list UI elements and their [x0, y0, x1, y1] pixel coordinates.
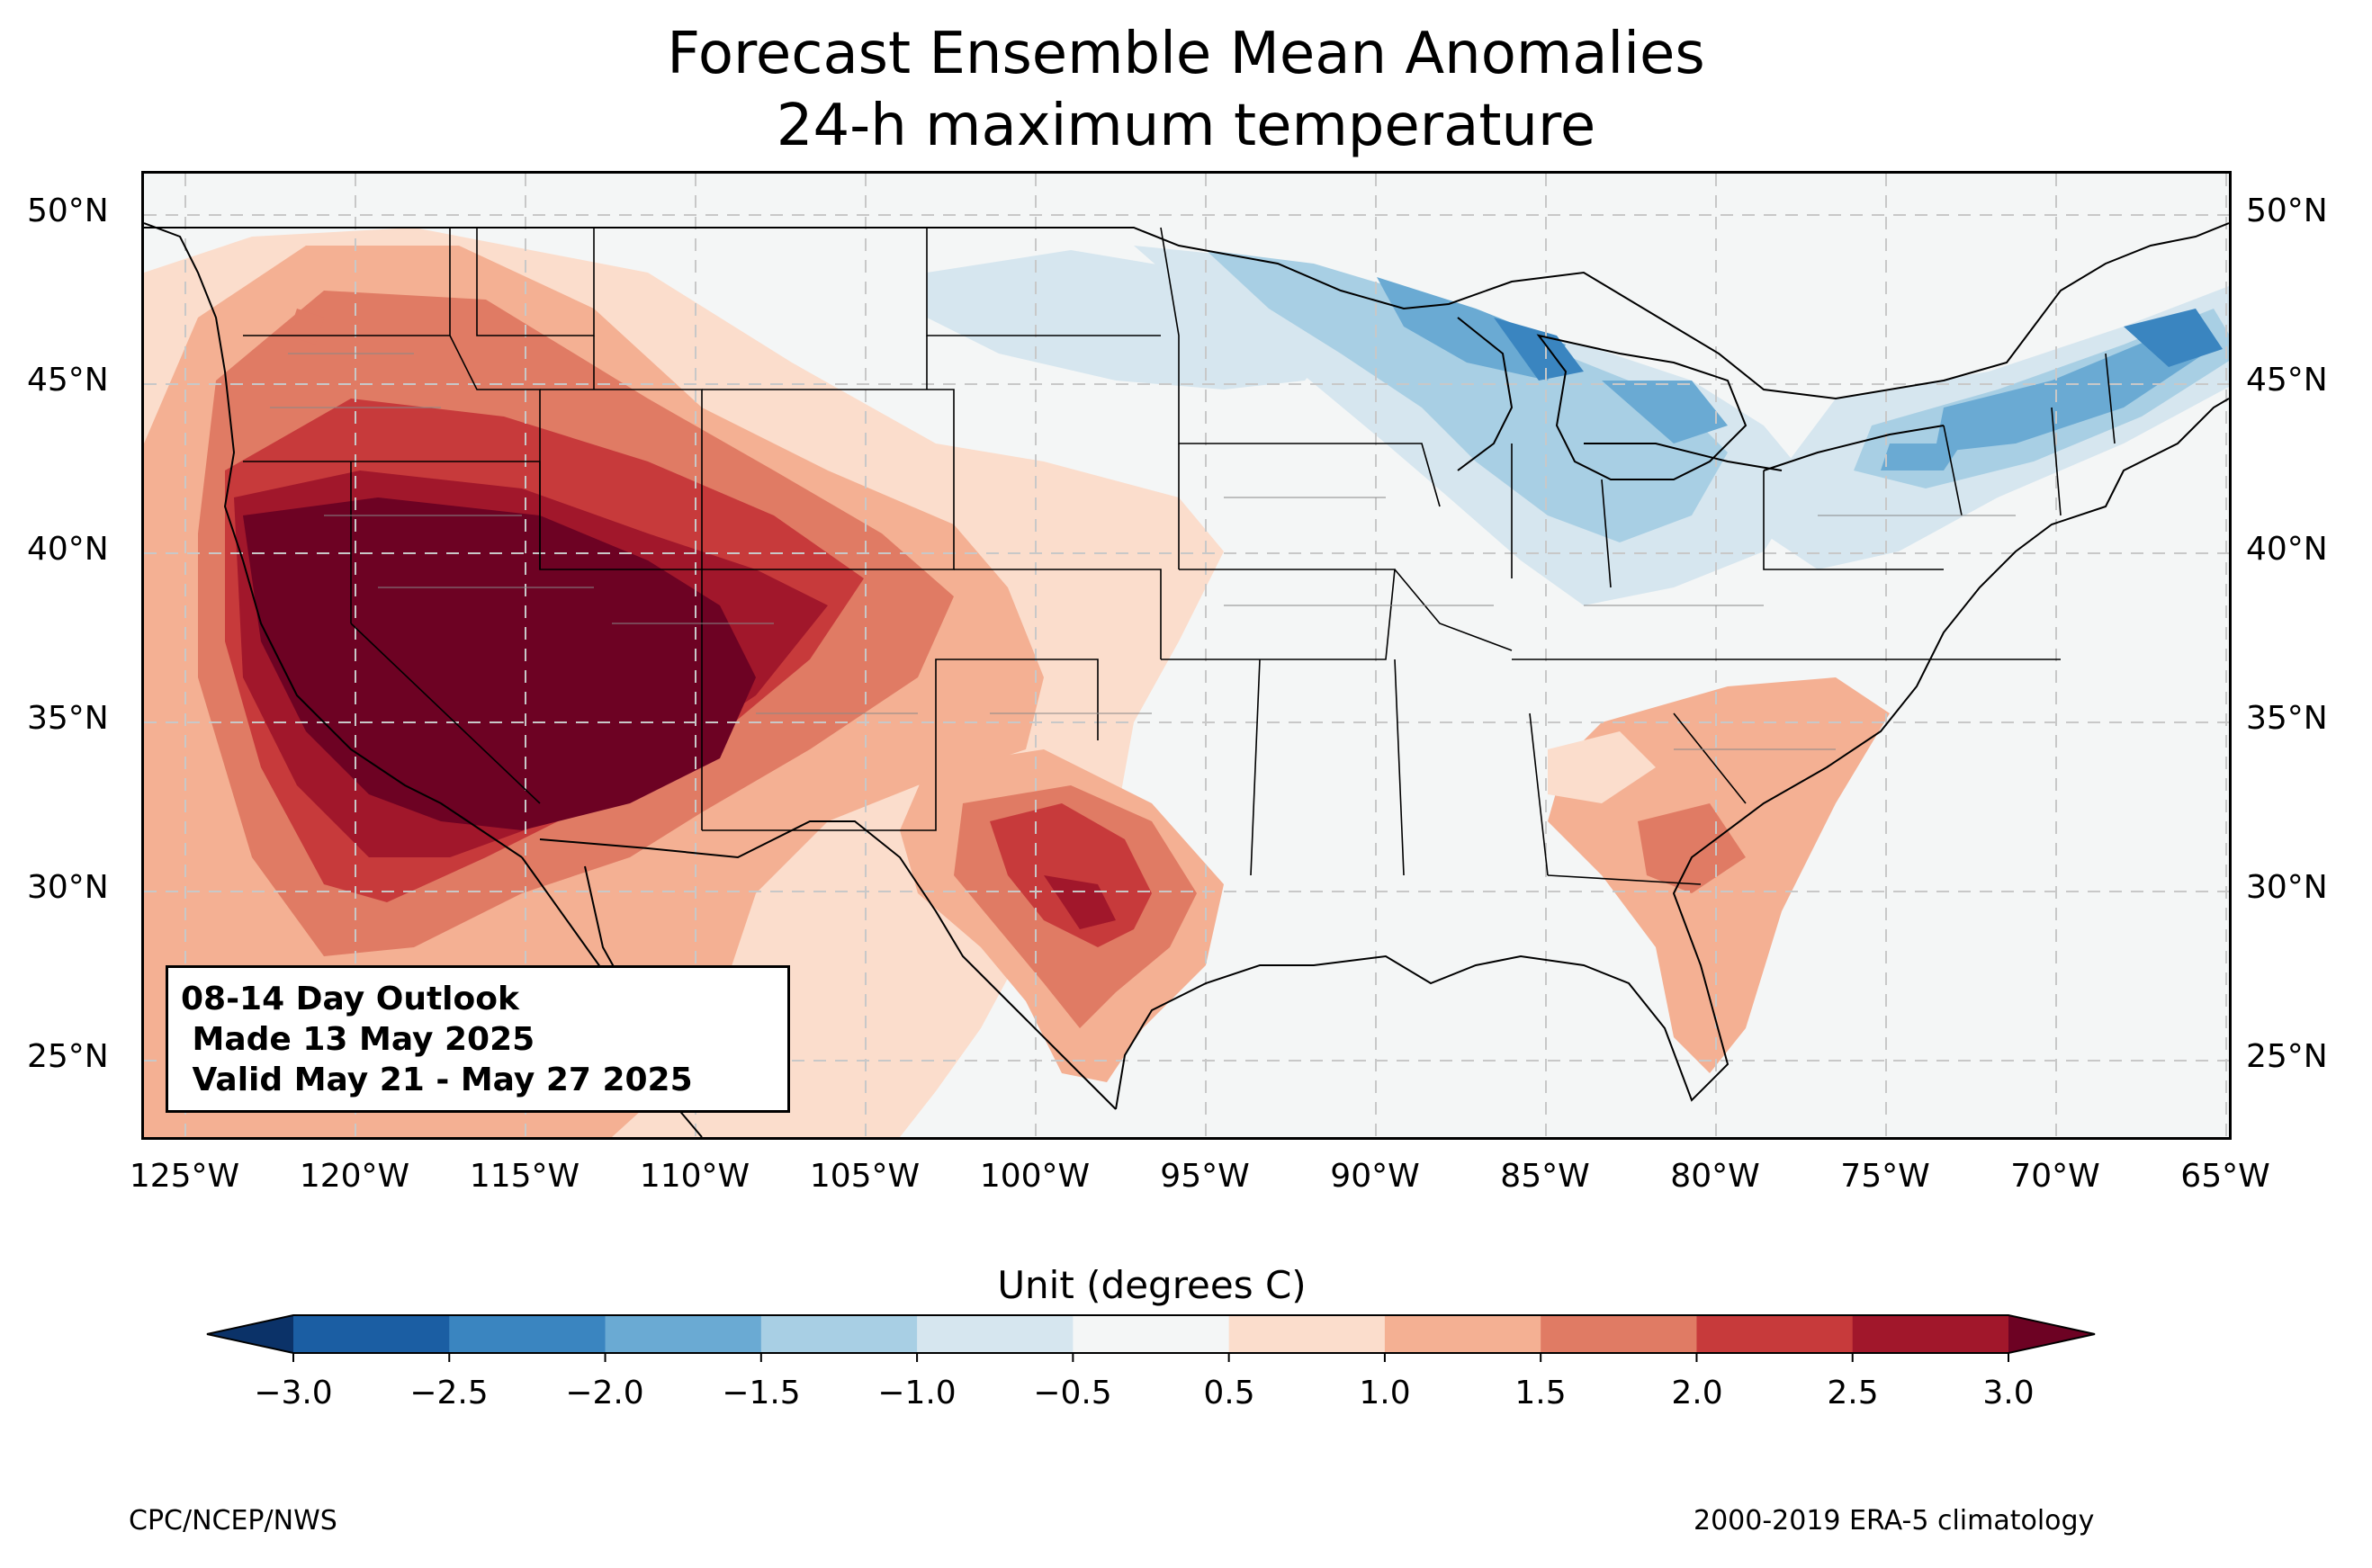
colorbar-segment — [1852, 1315, 2009, 1353]
anomaly-map — [144, 174, 2229, 1137]
colorbar-segment — [1384, 1315, 1541, 1353]
colorbar-title: Unit (degrees C) — [997, 1263, 1307, 1307]
lon-label: 65°W — [2180, 1158, 2270, 1195]
colorbar-segment — [1228, 1315, 1386, 1353]
colorbar-tick-label: −2.5 — [409, 1375, 489, 1411]
lon-label: 75°W — [1840, 1158, 1930, 1195]
lon-label: 105°W — [809, 1158, 921, 1195]
county-borders — [270, 353, 2016, 750]
colorbar — [206, 1314, 2096, 1362]
lat-label-right: 25°N — [2246, 1038, 2328, 1075]
lon-label: 120°W — [299, 1158, 410, 1195]
lat-label-right: 40°N — [2246, 531, 2328, 568]
lat-label-right: 35°N — [2246, 700, 2328, 737]
lat-label-left: 50°N — [27, 193, 109, 229]
colorbar-tick-label: −2.0 — [565, 1375, 644, 1411]
colorbar-outline — [206, 1314, 2096, 1354]
lat-label-right: 30°N — [2246, 869, 2328, 906]
state-borders — [243, 227, 2116, 885]
lat-label-right: 45°N — [2246, 362, 2328, 399]
title-line-2: 24-h maximum temperature — [776, 93, 1596, 159]
colorbar-tick-label: −1.5 — [722, 1375, 801, 1411]
lon-label: 90°W — [1330, 1158, 1420, 1195]
colorbar-segment — [917, 1315, 1074, 1353]
lon-label: 115°W — [469, 1158, 580, 1195]
colorbar-tick-label: 2.5 — [1827, 1375, 1879, 1411]
map-panel — [141, 171, 2232, 1140]
lat-label-left: 35°N — [27, 700, 109, 737]
colorbar-segment — [760, 1315, 918, 1353]
lat-label-left: 25°N — [27, 1038, 109, 1075]
colorbar-under-arrow — [207, 1315, 293, 1353]
colorbar-tick-label: −1.0 — [877, 1375, 957, 1411]
colorbar-segment — [449, 1315, 606, 1353]
outlook-period: 08-14 Day Outlook — [181, 981, 519, 1017]
valid-dates: Valid May 21 - May 27 2025 — [181, 1062, 693, 1098]
lat-label-left: 45°N — [27, 362, 109, 399]
lon-label: 85°W — [1500, 1158, 1590, 1195]
made-date: Made 13 May 2025 — [181, 1021, 535, 1058]
country-coastlines — [144, 222, 2229, 1137]
lon-label: 95°W — [1160, 1158, 1250, 1195]
colorbar-tick-label: 1.0 — [1359, 1375, 1411, 1411]
lon-label: 125°W — [129, 1158, 240, 1195]
title-line-1: Forecast Ensemble Mean Anomalies — [667, 21, 1705, 87]
lon-label: 80°W — [1670, 1158, 1760, 1195]
lat-label-right: 50°N — [2246, 193, 2328, 229]
lon-label: 110°W — [639, 1158, 750, 1195]
colorbar-tick-label: 0.5 — [1203, 1375, 1255, 1411]
colorbar-tick-label: −0.5 — [1033, 1375, 1112, 1411]
colorbar-tick-label: 3.0 — [1982, 1375, 2035, 1411]
cool-anomaly-shading — [927, 246, 2229, 605]
lat-label-left: 30°N — [27, 869, 109, 906]
colorbar-segment — [1696, 1315, 1854, 1353]
lon-label: 70°W — [2010, 1158, 2100, 1195]
colorbar-segment — [293, 1315, 450, 1353]
outlook-info-box: 08-14 Day Outlook Made 13 May 2025 Valid… — [166, 965, 790, 1113]
colorbar-tick-label: −3.0 — [254, 1375, 333, 1411]
colorbar-segment — [1541, 1315, 1697, 1353]
lat-label-left: 40°N — [27, 531, 109, 568]
colorbar-tick-label: 1.5 — [1514, 1375, 1567, 1411]
footer-climatology: 2000-2019 ERA-5 climatology — [1694, 1505, 2095, 1537]
colorbar-segment — [1073, 1315, 1230, 1353]
colorbar-segment — [605, 1315, 762, 1353]
colorbar-segments — [293, 1315, 2009, 1353]
lon-label: 100°W — [979, 1158, 1091, 1195]
colorbar-tick-label: 2.0 — [1671, 1375, 1723, 1411]
colorbar-over-arrow — [2008, 1315, 2095, 1353]
footer-source: CPC/NCEP/NWS — [129, 1505, 337, 1537]
